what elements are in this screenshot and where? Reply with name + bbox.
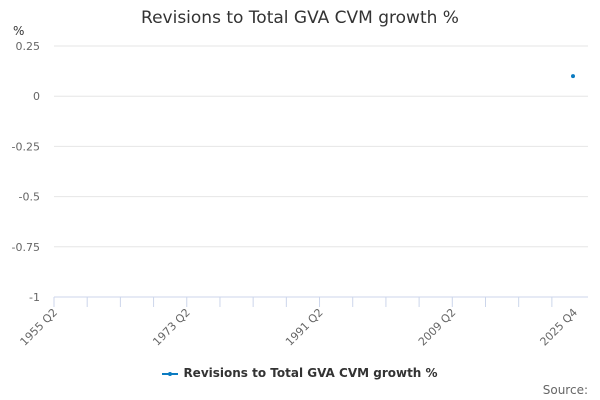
chart-title: Revisions to Total GVA CVM growth % bbox=[141, 8, 459, 28]
legend-line-icon bbox=[162, 371, 179, 376]
data-point bbox=[571, 74, 575, 79]
y-tick-label: -1 bbox=[29, 291, 40, 304]
y-tick-label: -0.5 bbox=[19, 191, 40, 204]
x-tick-label: 2025 Q4 bbox=[538, 306, 581, 349]
y-tick-label: 0.25 bbox=[16, 40, 41, 53]
source-label: Source: bbox=[542, 383, 588, 397]
x-tick-label: 1973 Q2 bbox=[150, 306, 193, 349]
x-tick-label: 1991 Q2 bbox=[283, 306, 326, 349]
x-tick-label: 2009 Q2 bbox=[416, 306, 459, 349]
y-tick-label: -0.25 bbox=[12, 140, 40, 153]
y-axis-unit: % bbox=[13, 24, 25, 38]
x-tick-label: 1955 Q2 bbox=[18, 306, 61, 349]
y-tick-label: -0.75 bbox=[12, 241, 40, 254]
legend-label: Revisions to Total GVA CVM growth % bbox=[183, 366, 438, 380]
legend-item[interactable]: Revisions to Total GVA CVM growth % bbox=[0, 366, 600, 380]
y-tick-label: 0 bbox=[33, 90, 40, 103]
